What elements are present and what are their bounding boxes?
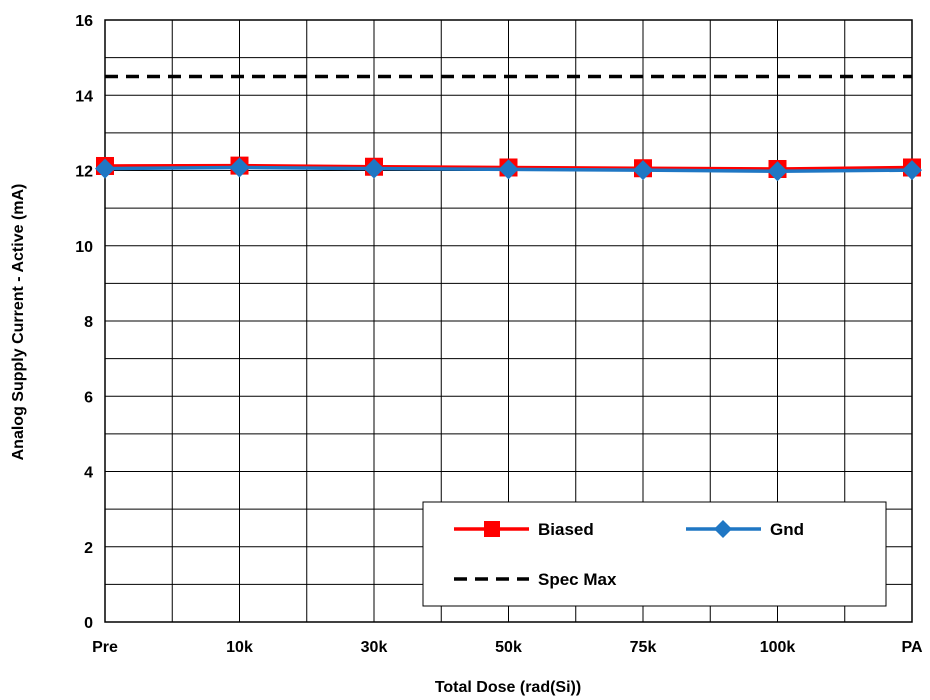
x-tick-label: 75k (630, 639, 657, 656)
x-tick-label: PA (901, 639, 922, 656)
data-point-gnd (364, 158, 384, 179)
legend-marker-biased (484, 521, 500, 537)
data-point-gnd (767, 161, 788, 182)
y-tick-label: 0 (84, 615, 93, 632)
y-tick-label: 8 (84, 314, 93, 331)
series-layer (95, 74, 922, 182)
x-tick-label: 30k (361, 639, 388, 656)
data-point-gnd (633, 160, 653, 181)
legend-label-gnd: Gnd (770, 520, 804, 539)
legend-label-biased: Biased (538, 520, 594, 539)
legend-label-spec-max: Spec Max (538, 570, 617, 589)
x-axis-title: Total Dose (rad(Si)) (435, 679, 581, 696)
y-tick-label: 12 (75, 164, 93, 181)
y-tick-label: 4 (84, 465, 93, 482)
x-tick-label: Pre (92, 639, 118, 656)
data-point-gnd (902, 160, 922, 181)
data-point-gnd (498, 159, 519, 180)
y-tick-label: 16 (75, 13, 93, 30)
y-axis-title: Analog Supply Current - Active (mA) (10, 184, 27, 461)
plot-border (104, 19, 913, 623)
y-tick-label: 10 (75, 239, 93, 256)
x-tick-label: 100k (760, 639, 796, 656)
y-tick-label: 14 (75, 88, 93, 105)
legend: Biased Gnd Spec Max (422, 501, 887, 607)
y-tick-label: 6 (84, 389, 93, 406)
data-point-gnd (229, 157, 250, 178)
x-tick-label: 50k (495, 639, 522, 656)
data-point-gnd (95, 158, 115, 179)
legend-box (422, 501, 887, 607)
legend-marker-gnd (714, 520, 732, 538)
x-tick-label: 10k (226, 639, 253, 656)
y-tick-label: 2 (84, 540, 93, 557)
